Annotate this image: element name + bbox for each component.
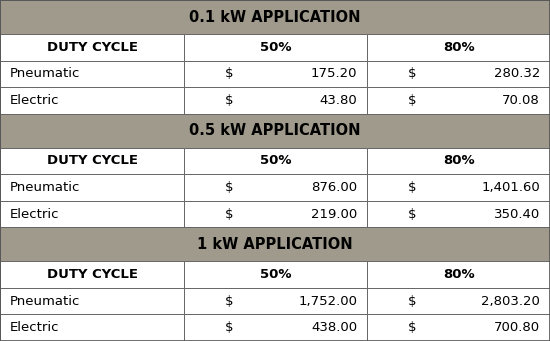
Text: DUTY CYCLE: DUTY CYCLE xyxy=(47,154,138,167)
Text: 50%: 50% xyxy=(260,154,292,167)
Text: 175.20: 175.20 xyxy=(311,68,358,80)
Bar xyxy=(184,34,367,61)
Text: $: $ xyxy=(224,181,233,194)
Bar xyxy=(0,201,184,227)
Text: 219.00: 219.00 xyxy=(311,208,358,221)
Bar xyxy=(367,262,550,288)
Text: 50%: 50% xyxy=(260,41,292,54)
Text: DUTY CYCLE: DUTY CYCLE xyxy=(47,41,138,54)
Bar xyxy=(0,114,550,148)
Bar xyxy=(184,314,367,341)
Text: Pneumatic: Pneumatic xyxy=(10,181,80,194)
Bar xyxy=(0,61,184,87)
Text: Electric: Electric xyxy=(10,94,59,107)
Text: 876.00: 876.00 xyxy=(311,181,358,194)
Text: Electric: Electric xyxy=(10,321,59,334)
Text: DUTY CYCLE: DUTY CYCLE xyxy=(47,268,138,281)
Text: Pneumatic: Pneumatic xyxy=(10,68,80,80)
Bar xyxy=(0,34,184,61)
Text: 700.80: 700.80 xyxy=(494,321,540,334)
Text: $: $ xyxy=(224,94,233,107)
Text: 1,752.00: 1,752.00 xyxy=(299,295,358,308)
Text: 438.00: 438.00 xyxy=(311,321,358,334)
Text: $: $ xyxy=(408,68,416,80)
Text: $: $ xyxy=(224,68,233,80)
Bar xyxy=(184,262,367,288)
Bar xyxy=(184,288,367,314)
Bar xyxy=(0,262,184,288)
Text: 80%: 80% xyxy=(443,41,475,54)
Bar xyxy=(367,148,550,174)
Bar xyxy=(367,34,550,61)
Bar xyxy=(367,314,550,341)
Text: 50%: 50% xyxy=(260,268,292,281)
Text: $: $ xyxy=(408,321,416,334)
Text: 43.80: 43.80 xyxy=(320,94,358,107)
Text: 0.1 kW APPLICATION: 0.1 kW APPLICATION xyxy=(189,10,361,25)
Bar xyxy=(367,288,550,314)
Text: 280.32: 280.32 xyxy=(494,68,540,80)
Bar xyxy=(0,227,550,262)
Text: 70.08: 70.08 xyxy=(502,94,540,107)
Bar xyxy=(0,288,184,314)
Text: 80%: 80% xyxy=(443,154,475,167)
Bar xyxy=(367,61,550,87)
Bar xyxy=(367,87,550,114)
Text: 1 kW APPLICATION: 1 kW APPLICATION xyxy=(197,237,353,252)
Bar xyxy=(367,201,550,227)
Text: 350.40: 350.40 xyxy=(494,208,540,221)
Text: $: $ xyxy=(408,295,416,308)
Text: 0.5 kW APPLICATION: 0.5 kW APPLICATION xyxy=(189,123,361,138)
Bar xyxy=(184,148,367,174)
Text: 1,401.60: 1,401.60 xyxy=(481,181,540,194)
Text: $: $ xyxy=(408,181,416,194)
Text: Pneumatic: Pneumatic xyxy=(10,295,80,308)
Bar xyxy=(0,314,184,341)
Text: $: $ xyxy=(224,321,233,334)
Bar xyxy=(0,0,550,34)
Text: Electric: Electric xyxy=(10,208,59,221)
Bar xyxy=(184,174,367,201)
Bar xyxy=(184,87,367,114)
Bar xyxy=(0,148,184,174)
Bar xyxy=(0,174,184,201)
Text: $: $ xyxy=(408,94,416,107)
Bar xyxy=(184,201,367,227)
Text: $: $ xyxy=(408,208,416,221)
Text: $: $ xyxy=(224,208,233,221)
Text: 80%: 80% xyxy=(443,268,475,281)
Text: 2,803.20: 2,803.20 xyxy=(481,295,540,308)
Bar xyxy=(184,61,367,87)
Bar xyxy=(367,174,550,201)
Text: $: $ xyxy=(224,295,233,308)
Bar xyxy=(0,87,184,114)
